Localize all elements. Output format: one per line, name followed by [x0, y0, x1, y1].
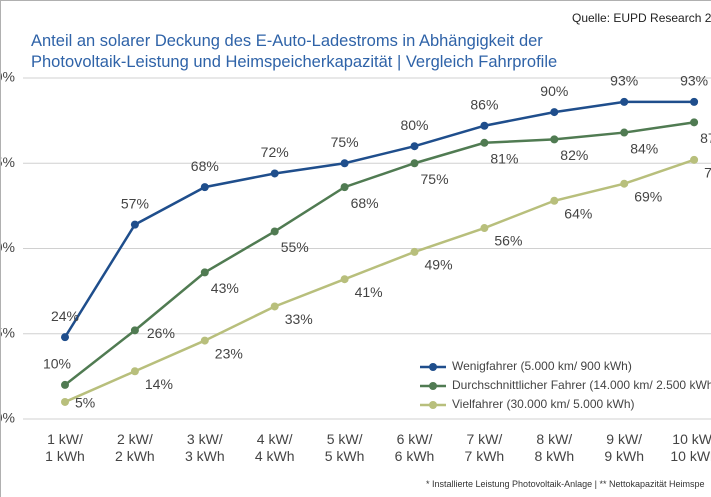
data-label: 55% [281, 239, 309, 255]
x-tick-label: 5 kW/ 5 kWh [324, 431, 365, 464]
x-tick-label: 8 kW/ 8 kWh [534, 431, 575, 464]
data-label: 84% [630, 140, 658, 156]
data-label: 93% [610, 73, 638, 89]
data-point [200, 268, 209, 277]
legend-box [416, 356, 711, 416]
data-point [340, 183, 349, 192]
data-label: 33% [285, 311, 313, 327]
data-point [620, 179, 629, 188]
y-tick-label: 100% [1, 69, 15, 85]
legend-label: Durchschnittlicher Fahrer (14.000 km/ 2.… [452, 378, 711, 392]
data-point [340, 159, 349, 168]
data-point [550, 135, 559, 144]
legend-label: Wenigfahrer (5.000 km/ 900 kWh) [452, 359, 632, 373]
data-label: 57% [121, 195, 149, 211]
data-point [690, 155, 699, 164]
data-point [61, 333, 69, 342]
x-tick-label: 7 kW/ 7 kWh [464, 431, 505, 464]
data-point [690, 118, 699, 127]
chart-title: Anteil an solarer Deckung des E-Auto-Lad… [31, 32, 558, 71]
data-label: 64% [564, 205, 592, 221]
data-point [61, 397, 69, 406]
series-line [64, 121, 695, 386]
series-line [63, 100, 695, 338]
data-label: 86% [470, 96, 498, 112]
x-tick-label: 4 kW/ 4 kWh [254, 431, 295, 464]
x-tick-label: 2 kW/ 2 kWh [115, 431, 155, 464]
data-label: 68% [351, 195, 379, 211]
y-tick-label: 25% [1, 324, 15, 340]
data-label: 41% [355, 284, 383, 300]
data-point [200, 336, 209, 345]
data-point [620, 97, 629, 106]
footnote: * Installierte Leistung Photovoltaik-Anl… [426, 479, 705, 489]
legend-marker [429, 382, 437, 390]
source: Quelle: EUPD Research 20 [572, 11, 711, 25]
data-point [270, 169, 279, 178]
x-tick-label: 6 kW/ 6 kWh [394, 431, 435, 464]
data-label: 49% [425, 257, 453, 273]
data-point [340, 275, 349, 284]
data-point [410, 247, 419, 256]
data-point [410, 159, 419, 168]
data-point [130, 326, 139, 335]
data-point [550, 196, 559, 205]
data-label: 75% [421, 171, 449, 187]
data-point [200, 183, 209, 192]
data-label: 76% [704, 165, 711, 181]
data-label: 90% [540, 83, 568, 99]
x-tick-label: 3 kW/ 3 kWh [184, 431, 225, 464]
data-point [410, 142, 419, 151]
data-label: 87% [700, 130, 711, 146]
data-point [130, 367, 139, 376]
data-point [130, 220, 139, 229]
data-point [620, 128, 629, 137]
data-point [61, 380, 69, 389]
legend-marker [429, 401, 437, 409]
data-label: 23% [215, 345, 243, 361]
legend: Wenigfahrer (5.000 km/ 900 kWh) Durchschn… [416, 356, 711, 416]
data-label: 72% [261, 144, 289, 160]
data-point [480, 121, 489, 130]
data-point [480, 138, 489, 147]
data-label: 93% [680, 73, 708, 89]
data-label: 68% [191, 158, 219, 174]
data-label: 82% [560, 147, 588, 163]
data-label: 75% [331, 134, 359, 150]
data-point [550, 108, 559, 117]
y-tick-label: 0% [1, 410, 15, 426]
data-point [270, 227, 279, 236]
y-tick-label: 50% [1, 239, 15, 255]
data-label: 80% [400, 117, 428, 133]
x-tick-label: 1 kW/ 1 kWh [45, 431, 85, 464]
data-point [480, 224, 489, 233]
data-label: 81% [490, 150, 518, 166]
y-tick-label: 75% [1, 154, 15, 170]
data-label: 10% [43, 356, 71, 372]
data-label: 24% [51, 308, 79, 324]
series-line [64, 158, 695, 404]
data-label: 14% [145, 376, 173, 392]
data-label: 56% [494, 233, 522, 249]
data-point [690, 97, 699, 106]
data-label: 5% [75, 395, 95, 411]
x-tick-label: 9 kW/ 9 kWh [604, 431, 645, 464]
legend-marker [429, 363, 437, 371]
data-label: 43% [211, 280, 239, 296]
data-point [270, 302, 279, 311]
data-label: 69% [634, 188, 662, 204]
data-label: 26% [147, 325, 175, 341]
legend-label: Vielfahrer (30.000 km/ 5.000 kWh) [452, 397, 635, 411]
x-tick-label: 10 kW/ 10 kWh [670, 431, 711, 464]
